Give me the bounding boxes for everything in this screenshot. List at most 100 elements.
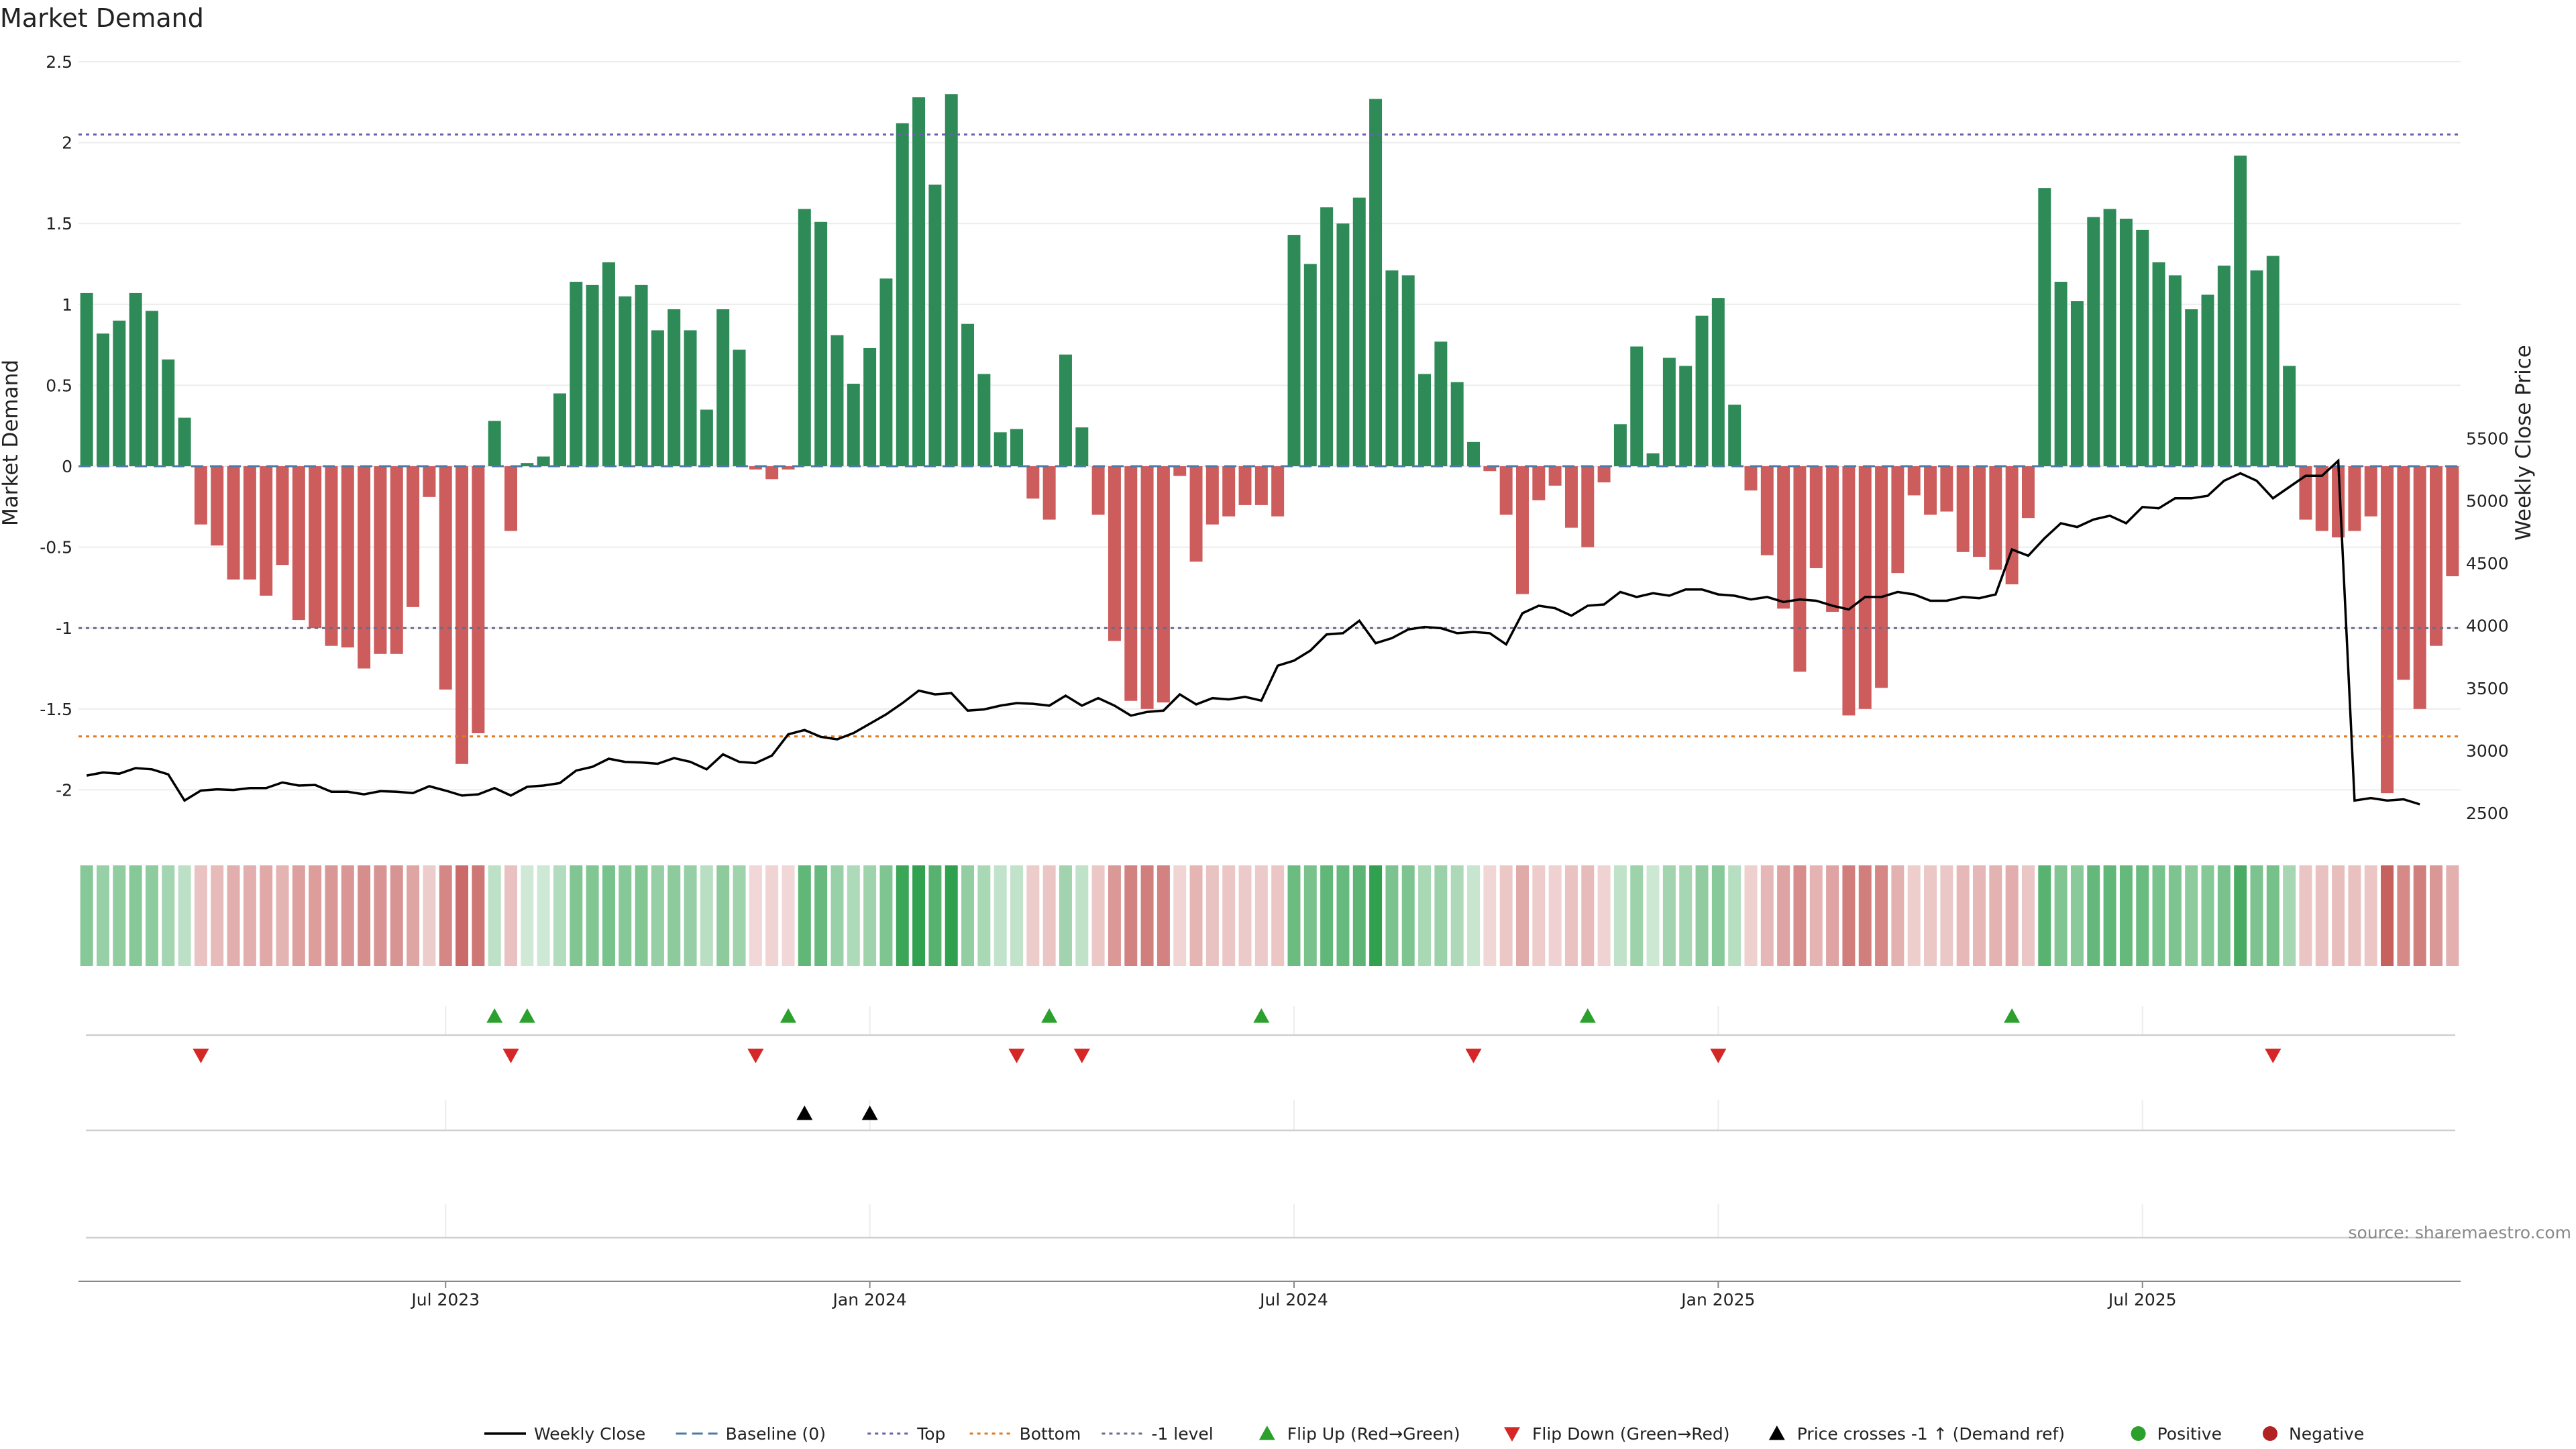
demand-bar: [423, 466, 436, 497]
demand-bar: [1711, 298, 1725, 466]
legend-label: Baseline (0): [726, 1424, 826, 1444]
legend-circle-icon: [2263, 1426, 2277, 1441]
demand-bar: [1254, 466, 1268, 505]
flip-markers: [86, 1006, 2455, 1239]
heat-cell: [1010, 865, 1023, 966]
demand-bar: [1418, 374, 1432, 466]
heat-cell: [553, 865, 566, 966]
demand-bar: [879, 278, 893, 466]
demand-bar: [1369, 99, 1383, 466]
heat-cell: [928, 865, 942, 966]
demand-bar: [1124, 466, 1138, 701]
demand-bar: [912, 97, 926, 467]
demand-bar: [782, 466, 795, 470]
demand-bar: [1548, 466, 1562, 486]
heat-cell: [2413, 865, 2426, 966]
source-note: source: sharemaestro.com: [2349, 1223, 2572, 1242]
demand-bar: [1891, 466, 1904, 574]
demand-bar: [2299, 466, 2312, 520]
heat-cell: [2250, 865, 2263, 966]
demand-bar: [2430, 466, 2443, 646]
heat-cell: [455, 865, 469, 966]
y-tick-label: 1.5: [46, 214, 72, 233]
heat-cell: [1467, 865, 1481, 966]
heat-cell: [1826, 865, 1839, 966]
demand-bar: [2119, 218, 2133, 466]
demand-bar: [1222, 466, 1236, 517]
demand-bar: [798, 209, 811, 466]
demand-bar: [1760, 466, 1774, 555]
heat-cell: [1026, 865, 1040, 966]
legend-label: Price crosses -1 ↑ (Demand ref): [1797, 1424, 2065, 1444]
y-tick-label: 2: [62, 133, 72, 153]
demand-bar: [1140, 466, 1154, 709]
y-tick-label: 1: [62, 295, 72, 315]
legend-circle-icon: [2131, 1426, 2146, 1441]
demand-bar: [1271, 466, 1285, 517]
heat-cell: [1516, 865, 1529, 966]
heat-cell: [896, 865, 909, 966]
demand-bar: [2266, 256, 2279, 466]
heat-cell: [2299, 865, 2312, 966]
heat-cell: [2266, 865, 2279, 966]
heat-cell: [879, 865, 893, 966]
demand-bar: [292, 466, 305, 621]
heat-cell: [292, 865, 305, 966]
demand-bar: [1744, 466, 1758, 491]
demand-bar: [977, 374, 991, 466]
demand-bar: [1075, 427, 1089, 466]
heat-cell: [1711, 865, 1725, 966]
heat-cell: [1091, 865, 1105, 966]
demand-bar: [1662, 358, 1676, 466]
heat-cell: [2168, 865, 2182, 966]
heat-cell: [1597, 865, 1611, 966]
heat-cell: [2070, 865, 2084, 966]
legend-label: Bottom: [1020, 1424, 1081, 1444]
demand-bar: [1630, 346, 1644, 466]
flip-down-marker: [1073, 1049, 1090, 1063]
heat-cell: [1499, 865, 1513, 966]
heat-cell: [733, 865, 746, 966]
heat-cell: [504, 865, 518, 966]
y-tick-label: 0.5: [46, 376, 72, 395]
demand-bar: [2005, 466, 2019, 585]
x-tick-label: Jul 2023: [410, 1290, 480, 1309]
heat-cell: [2364, 865, 2377, 966]
demand-bar: [260, 466, 273, 596]
demand-bar: [1108, 466, 1121, 641]
heat-cell: [407, 865, 420, 966]
demand-bar: [700, 409, 713, 466]
demand-bar: [243, 466, 256, 580]
heat-cell: [1124, 865, 1138, 966]
x-tick-label: Jan 2025: [1680, 1290, 1755, 1309]
heat-cell: [570, 865, 583, 966]
flip-down-marker: [502, 1049, 519, 1063]
demand-bar: [863, 347, 877, 466]
heat-cell: [2381, 865, 2394, 966]
heat-cell: [341, 865, 354, 966]
heat-cell: [1630, 865, 1644, 966]
demand-bar: [1352, 197, 1366, 466]
heat-cell: [80, 865, 93, 966]
demand-bar: [1059, 354, 1072, 466]
heat-cell: [1450, 865, 1464, 966]
heat-cell: [1662, 865, 1676, 966]
demand-bar: [1205, 466, 1219, 525]
demand-bar: [2348, 466, 2361, 531]
demand-bar: [162, 359, 175, 466]
demand-bar: [407, 466, 420, 607]
heat-cell: [145, 865, 158, 966]
heat-cell: [2136, 865, 2149, 966]
flip-up-marker: [486, 1008, 503, 1023]
demand-bar: [1042, 466, 1056, 520]
demand-bar: [1924, 466, 1937, 515]
heat-cell: [1059, 865, 1072, 966]
demand-bar: [2381, 466, 2394, 794]
flip-up-marker: [519, 1008, 535, 1023]
legend-triangle-up-icon: [1768, 1426, 1785, 1440]
flip-up-marker: [1579, 1008, 1596, 1023]
heat-cell: [1940, 865, 1953, 966]
heat-cell: [325, 865, 338, 966]
demand-bar: [2103, 209, 2116, 466]
heat-cell: [227, 865, 240, 966]
